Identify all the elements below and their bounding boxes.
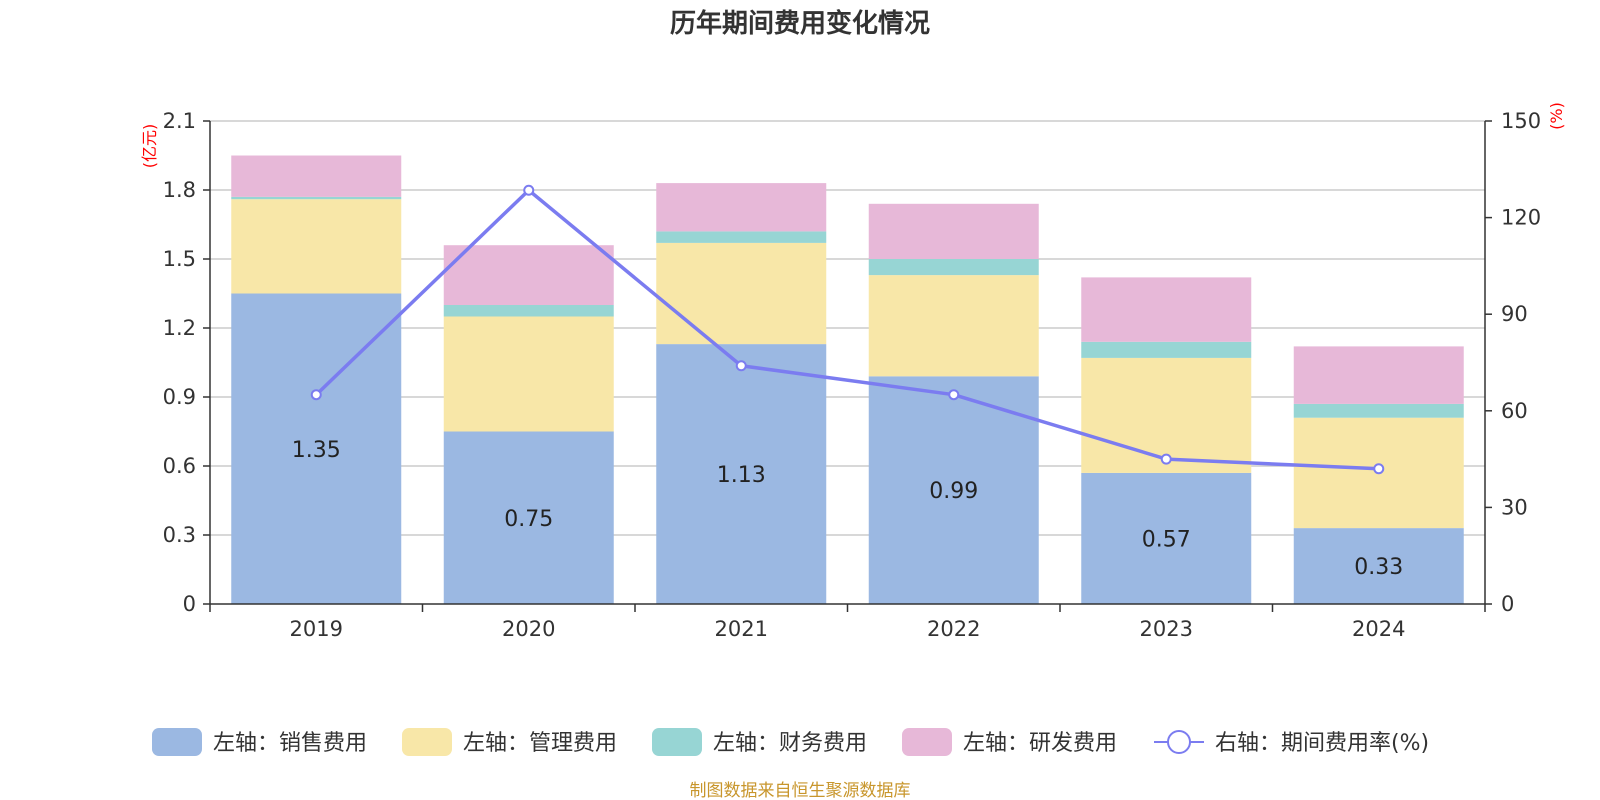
bar-segment [868, 259, 1039, 276]
bar-segment [656, 344, 827, 604]
chart-title: 历年期间费用变化情况 [670, 8, 930, 39]
bar-segment [868, 376, 1039, 604]
x-tick-label: 2020 [502, 617, 555, 641]
bar-segment [1293, 346, 1464, 404]
bar-segment [1081, 472, 1252, 604]
legend-label: 左轴：研发费用 [963, 731, 1117, 756]
right-tick-label: 150 [1501, 109, 1541, 133]
right-axis-unit: (%) [1547, 102, 1566, 130]
legend-label: 左轴：销售费用 [213, 731, 367, 756]
right-tick-label: 0 [1501, 592, 1514, 616]
bar-segment [231, 293, 402, 604]
x-tick-label: 2022 [927, 617, 980, 641]
bar-value-label: 1.35 [292, 438, 341, 463]
left-tick-label: 0.3 [163, 523, 196, 547]
bar-segment [443, 305, 614, 317]
right-tick-label: 60 [1501, 399, 1528, 423]
bar-segment [443, 316, 614, 432]
legend-swatch [902, 728, 952, 756]
legend-item[interactable]: 右轴：期间费用率(%) [1154, 730, 1429, 756]
legend-label: 左轴：管理费用 [463, 731, 617, 756]
bar-segment [656, 183, 827, 232]
line-point [1373, 463, 1385, 475]
legend-label: 左轴：财务费用 [713, 731, 867, 756]
x-tick-label: 2021 [715, 617, 768, 641]
line-point [310, 389, 322, 401]
left-tick-label: 1.8 [163, 178, 196, 202]
source-text: 制图数据来自恒生聚源数据库 [690, 781, 911, 800]
grid [210, 120, 1485, 536]
bar-value-label: 1.13 [717, 463, 766, 488]
legend-swatch [402, 728, 452, 756]
x-tick-label: 2023 [1140, 617, 1193, 641]
axes: 0 0.3 0.6 0.9 1.2 1.5 1.8 2.1 0 30 60 90 120 150 2019 2… [140, 102, 1566, 641]
bar-segment [231, 155, 402, 197]
legend-item[interactable]: 左轴：销售费用 [152, 728, 367, 756]
bar-segment [231, 196, 402, 200]
legend-swatch [152, 728, 202, 756]
bar-segment [231, 199, 402, 294]
legend-line-marker [1167, 730, 1191, 754]
bar-segment [1081, 277, 1252, 342]
legend-swatch [652, 728, 702, 756]
x-tick-label: 2019 [290, 617, 343, 641]
bar-segment [1081, 341, 1252, 358]
legend-item[interactable]: 左轴：财务费用 [652, 728, 867, 756]
left-tick-label: 0.6 [163, 454, 196, 478]
line-path [315, 188, 1379, 471]
bar-labels: 1.35 0.75 1.13 0.99 0.57 0.33 [292, 438, 1403, 580]
bar-segment [868, 275, 1039, 377]
x-tick-label: 2024 [1352, 617, 1405, 641]
legend-label: 右轴：期间费用率(%) [1215, 731, 1429, 756]
bar-segment [656, 242, 827, 345]
left-tick-label: 1.5 [163, 247, 196, 271]
bar-value-label: 0.33 [1354, 555, 1403, 580]
left-tick-label: 0.9 [163, 385, 196, 409]
left-tick-label: 0 [183, 592, 196, 616]
bar-value-label: 0.75 [504, 507, 553, 532]
line-point [1160, 453, 1172, 465]
left-tick-label: 2.1 [163, 109, 196, 133]
bar-segment [1293, 403, 1464, 418]
right-tick-label: 120 [1501, 206, 1541, 230]
right-tick-label: 30 [1501, 495, 1528, 519]
bar-segment [656, 231, 827, 243]
bar-segment [868, 203, 1039, 259]
bar-value-label: 0.99 [929, 479, 978, 504]
line-point [735, 360, 747, 372]
legend-item[interactable]: 左轴：管理费用 [402, 728, 617, 756]
left-axis-unit: (亿元) [140, 124, 159, 169]
bar-segment [443, 245, 614, 305]
legend[interactable]: 左轴：销售费用 左轴：管理费用 左轴：财务费用 左轴：研发费用 右轴：期间费用率(%) [152, 728, 1429, 756]
bar-value-label: 0.57 [1142, 527, 1191, 552]
left-tick-label: 1.2 [163, 316, 196, 340]
bar-segment [1293, 528, 1464, 604]
line-series [310, 184, 1385, 475]
line-point [523, 184, 535, 196]
bar-segment [443, 431, 614, 604]
legend-item[interactable]: 左轴：研发费用 [902, 728, 1117, 756]
line-point [948, 389, 960, 401]
right-tick-label: 90 [1501, 302, 1528, 326]
